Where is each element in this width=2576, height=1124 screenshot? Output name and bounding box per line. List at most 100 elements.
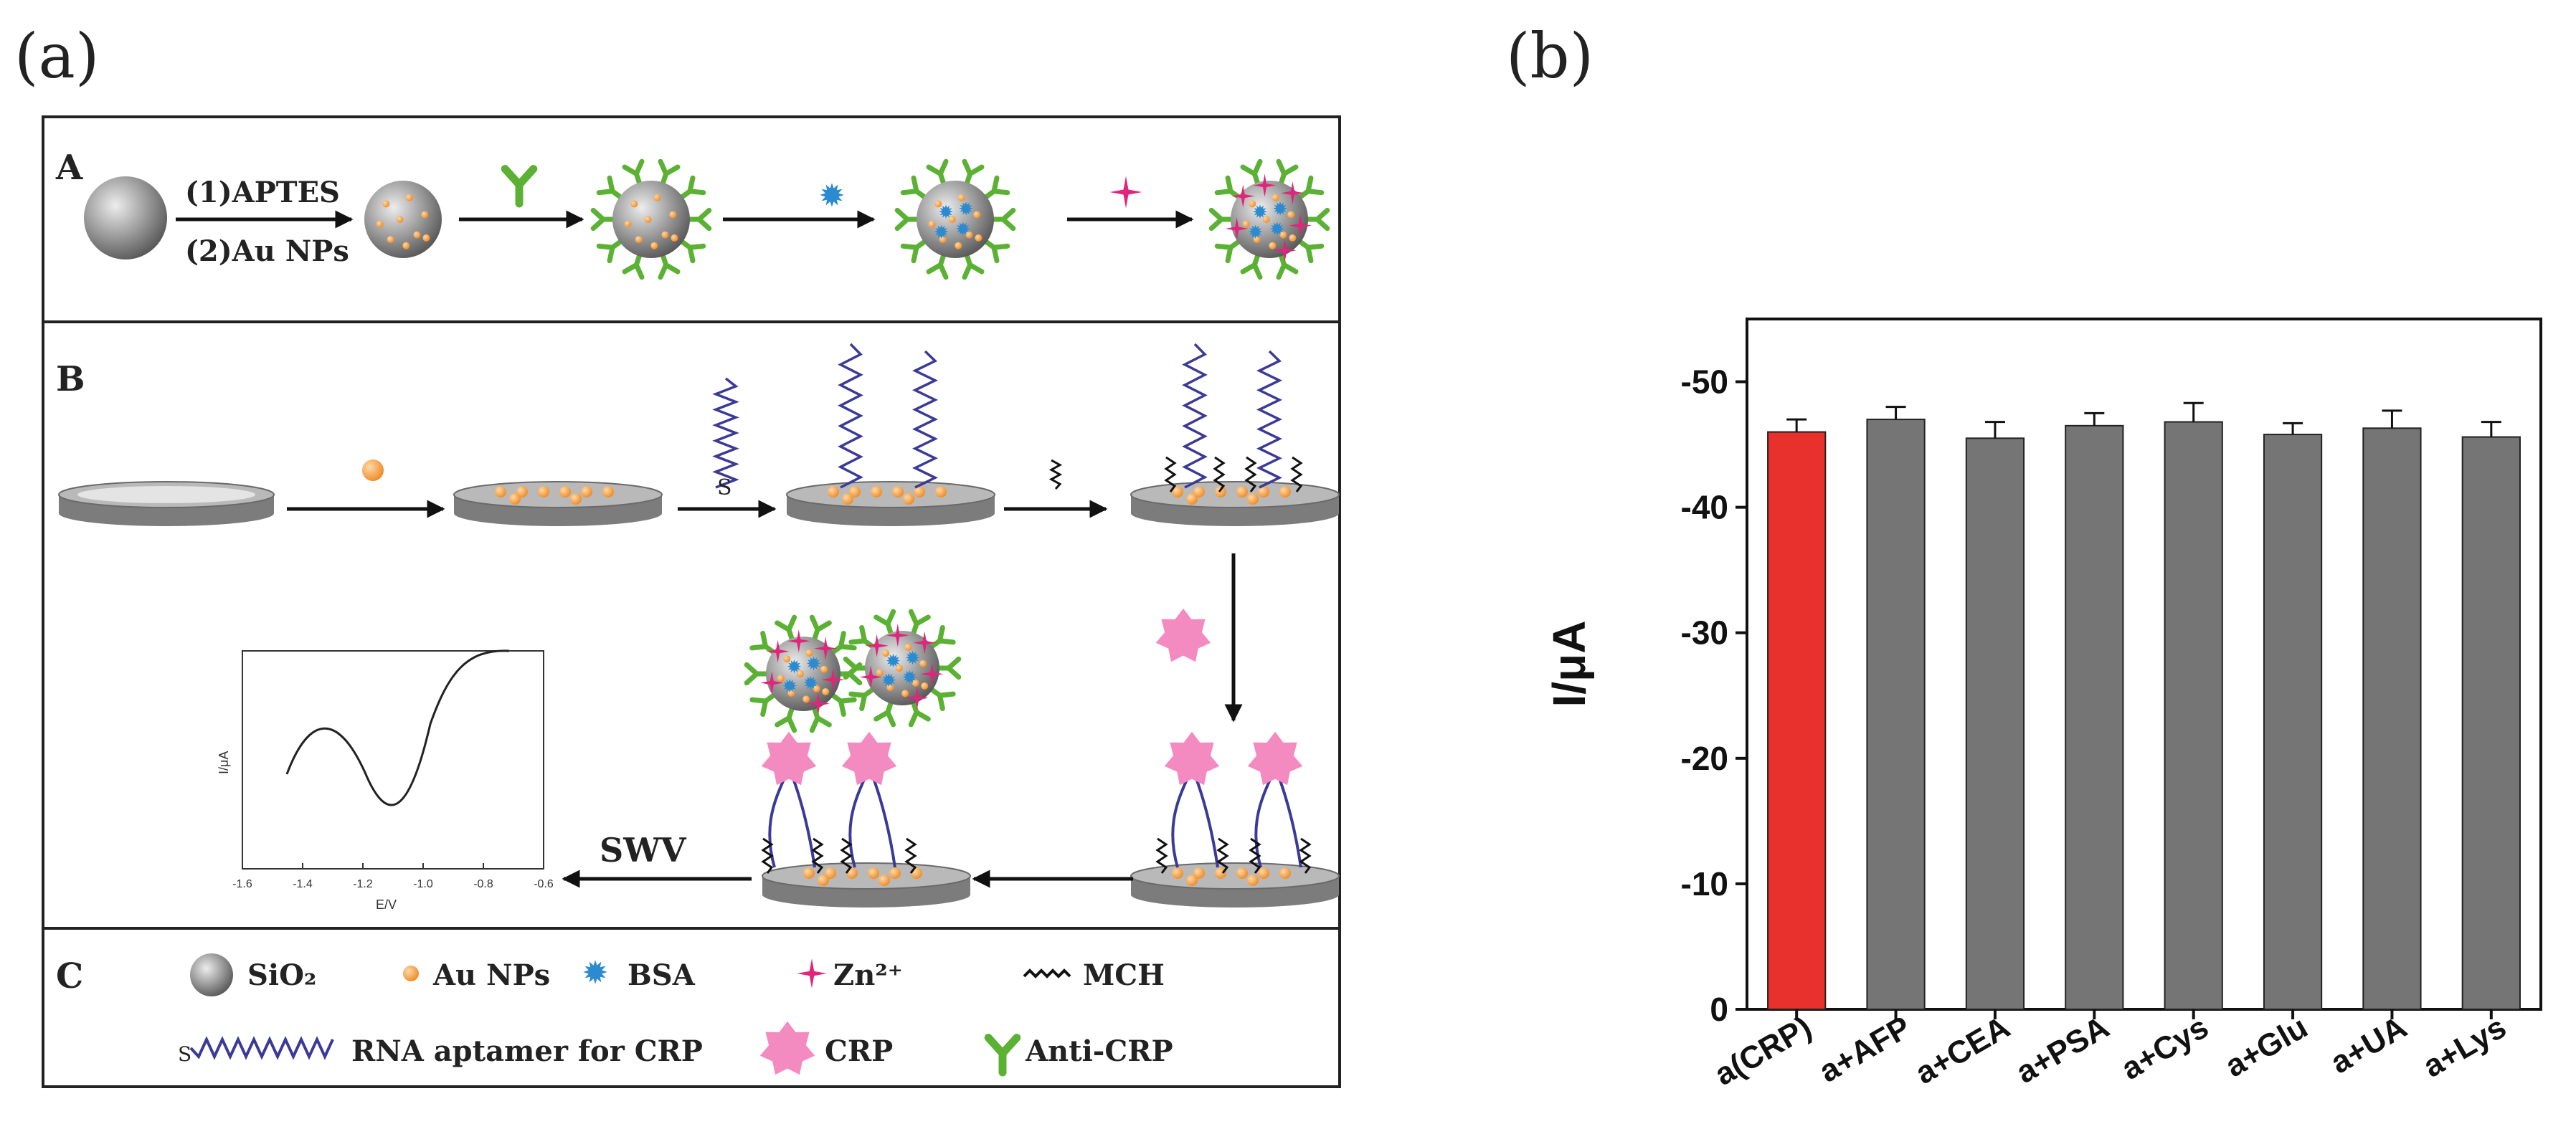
au-dot (975, 234, 982, 242)
bar (2164, 421, 2223, 1010)
zinc-mark (1273, 239, 1297, 262)
au-dot (387, 236, 394, 244)
y-tick-label: -50 (1681, 363, 1728, 401)
au-dot (919, 659, 927, 667)
aptamer-electrode (786, 343, 995, 526)
au-dot (516, 486, 528, 497)
thiol-label: S (717, 475, 732, 500)
au-dot (624, 220, 632, 228)
bsa-particle (894, 158, 1016, 280)
bsa-mark (1270, 222, 1284, 236)
crp-mark (1164, 731, 1220, 786)
crp-mark (841, 731, 897, 786)
x-tick-label: a+UA (2324, 1009, 2412, 1080)
sio2-sphere (84, 176, 167, 259)
au-dot (1236, 867, 1248, 879)
disk-top (1130, 481, 1340, 508)
legend-crp-icon (759, 1021, 815, 1075)
au-dot (421, 211, 429, 219)
mch-strand (1249, 837, 1261, 874)
au-dot (805, 649, 813, 657)
au-dot (559, 486, 571, 497)
zinc-ion-icon (1109, 176, 1142, 209)
bsa-mark (959, 201, 973, 216)
y-tick-label: -40 (1681, 489, 1728, 526)
step1-label-aptes: (1)APTES (185, 176, 340, 209)
bsa-mark (803, 675, 818, 690)
au-dot (822, 687, 830, 695)
mch-strand (1244, 456, 1257, 492)
bare-electrode (58, 481, 275, 526)
au-dot (396, 216, 404, 223)
zinc-mark (865, 634, 889, 657)
au-dot (1236, 486, 1248, 497)
mch-icon (1048, 459, 1063, 490)
legend-bsa: BSA (628, 958, 696, 992)
au-dot (1258, 867, 1269, 879)
zinc-mark (1253, 173, 1277, 197)
disk-top (762, 862, 971, 890)
bar (2461, 436, 2521, 1010)
bsa-mark (905, 650, 920, 665)
antibody-mark (843, 656, 871, 680)
zinc-mark (886, 624, 909, 647)
au-dot (871, 486, 882, 497)
zinc-mark (814, 637, 838, 660)
antibody-mark (894, 207, 922, 232)
swv-inset-ylabel: I/μA (217, 751, 231, 774)
antibody-mark (988, 207, 1016, 232)
au-dot (935, 486, 947, 497)
legend-bsa-icon (583, 960, 607, 984)
au-dot (630, 200, 638, 208)
au-dot (1287, 211, 1295, 219)
x-tick-label: a+PSA (2010, 1009, 2115, 1090)
legend-rna-s: S (178, 1042, 191, 1066)
au-dot (669, 211, 677, 219)
au-dot (842, 493, 853, 505)
section-b-label: B (56, 359, 85, 399)
mch-strand (1155, 837, 1168, 874)
zinc-mark (913, 631, 937, 654)
antibody-mark (684, 207, 712, 232)
mch-strand (904, 837, 917, 874)
y-axis-label: I/μA (1543, 621, 1595, 708)
mch-strand (1048, 459, 1063, 490)
zinc-mark (920, 662, 944, 686)
au-dot (644, 216, 652, 223)
au-dot (914, 486, 925, 497)
mch-strand (1290, 456, 1303, 492)
au-dot (1279, 867, 1291, 879)
au-dot (422, 234, 430, 242)
section-c-box (42, 927, 1341, 1088)
au-dot (1186, 875, 1198, 886)
mch-strand (1299, 837, 1312, 874)
antibody-mark (744, 662, 772, 686)
bsa-mark (787, 659, 802, 674)
disk-top (453, 481, 663, 508)
au-dot (828, 486, 839, 497)
bar (2065, 424, 2124, 1010)
legend-au-icon (403, 966, 419, 981)
au-dot (921, 682, 929, 690)
aptamer-strand (1256, 350, 1283, 489)
step1-label-au: (2)Au NPs (185, 234, 349, 268)
bsa-mark (820, 183, 844, 207)
au-dot (957, 194, 965, 201)
au-dot (1193, 486, 1205, 497)
inset-tick-label: -0.6 (534, 878, 554, 890)
zinc-mark (760, 671, 784, 695)
crp-icon (1155, 608, 1211, 662)
au-dot (581, 486, 592, 497)
au-dot (402, 242, 410, 249)
bsa-mark (881, 672, 896, 687)
antibody-mark (1208, 207, 1236, 232)
mch-electrode (1130, 343, 1340, 526)
inset-tick-label: -1.2 (353, 878, 373, 890)
au-dot (602, 486, 614, 497)
crp-mark (1155, 608, 1211, 662)
au-dot (796, 670, 804, 677)
au-dot (376, 220, 384, 228)
bar-chart: I/μA 0-10-20-30-40-50a(CRP)a+AFPa+CEAa+P… (1543, 318, 2542, 1092)
aptamer-icon (712, 377, 739, 489)
